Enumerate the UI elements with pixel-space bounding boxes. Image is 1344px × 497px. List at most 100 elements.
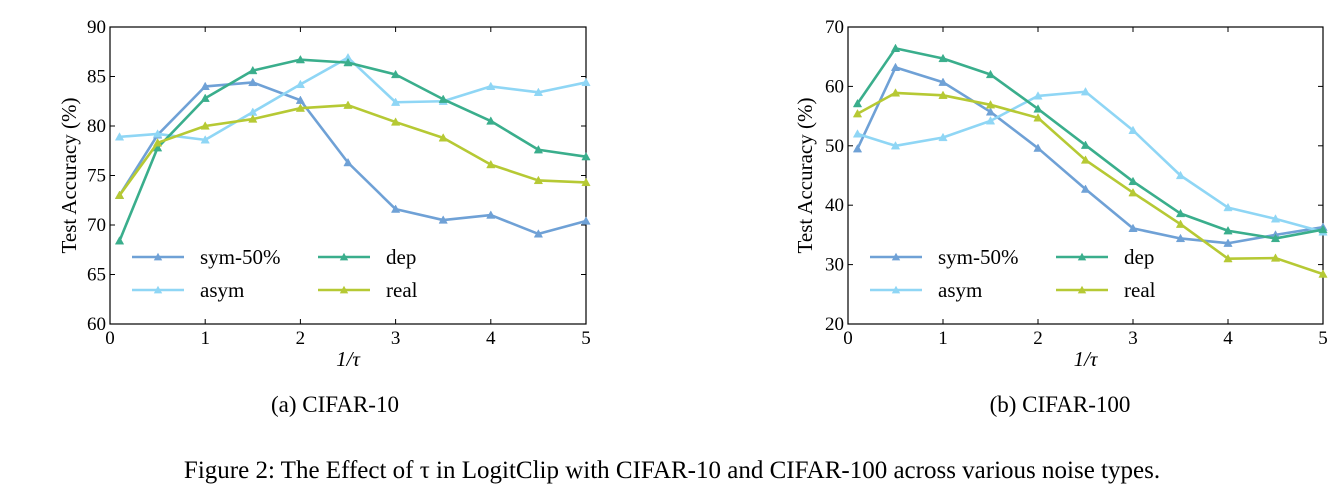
data-point	[343, 57, 353, 67]
data-point	[1080, 155, 1091, 164]
x-tick-label: 3	[1128, 328, 1138, 349]
legend-label: asym	[938, 278, 982, 302]
data-point	[1223, 253, 1233, 263]
data-point	[114, 236, 125, 245]
data-point	[1128, 176, 1138, 186]
data-point	[1270, 233, 1281, 243]
data-point	[343, 100, 353, 109]
data-point	[533, 87, 544, 96]
legend-label: real	[1124, 278, 1156, 302]
data-point	[438, 94, 448, 103]
data-point	[1033, 143, 1043, 152]
y-tick-label: 75	[87, 166, 106, 187]
data-point	[581, 151, 591, 161]
y-tick-label: 30	[825, 255, 844, 276]
legend-item-asym: asym	[132, 278, 244, 302]
legend: sym-50% asym dep real	[132, 245, 418, 302]
x-tick-label: 0	[105, 328, 115, 349]
y-tick-label: 70	[87, 215, 106, 236]
y-axis-label: Test Accuracy (%)	[57, 98, 81, 254]
legend-item-sym-50: sym-50%	[132, 245, 281, 269]
series-line-real	[856, 91, 1324, 276]
series-real	[852, 88, 1328, 278]
data-point	[985, 69, 996, 79]
x-tick-label: 1	[200, 328, 210, 349]
x-tick-label: 2	[1033, 328, 1043, 349]
data-point	[152, 138, 163, 147]
legend-item-sym-50: sym-50%	[870, 245, 1019, 269]
data-point	[938, 132, 948, 142]
x-tick-label: 1	[938, 328, 948, 349]
data-point	[1080, 184, 1091, 193]
series-line-asym	[119, 56, 587, 142]
y-axis-label: Test Accuracy (%)	[793, 98, 817, 254]
legend-label: asym	[200, 278, 244, 302]
data-point	[114, 132, 125, 141]
data-point	[486, 116, 496, 125]
y-tick-label: 60	[825, 76, 844, 97]
y-tick-label: 60	[87, 314, 106, 335]
y-tick-label: 70	[825, 17, 844, 38]
series-dep	[114, 54, 591, 245]
data-point	[248, 77, 258, 87]
data-point	[295, 79, 306, 89]
legend-item-dep: dep	[318, 245, 416, 269]
data-point	[295, 103, 306, 112]
data-point	[1318, 224, 1328, 234]
series-asym	[114, 52, 591, 144]
series-real	[114, 100, 591, 199]
data-point	[852, 144, 863, 153]
data-point	[533, 175, 544, 185]
data-point	[1223, 226, 1233, 235]
y-tick-label: 40	[825, 195, 844, 216]
x-axis-label: 1/τ	[336, 347, 361, 371]
series-sym-50	[114, 77, 591, 238]
data-point	[985, 107, 996, 116]
legend: sym-50% asym dep real	[870, 245, 1156, 302]
data-point	[938, 90, 948, 99]
legend-label: dep	[1124, 245, 1154, 269]
legend-marker	[1077, 285, 1087, 294]
legend-marker	[891, 285, 901, 294]
data-point	[200, 93, 210, 102]
data-point	[200, 135, 210, 144]
data-point	[1033, 113, 1043, 122]
data-point	[390, 117, 401, 126]
data-point	[1128, 188, 1138, 197]
x-tick-label: 5	[1318, 328, 1328, 349]
legend-label: dep	[386, 245, 416, 269]
data-point	[1175, 233, 1186, 243]
data-point	[390, 204, 401, 213]
data-point	[248, 114, 258, 123]
legend-item-asym: asym	[870, 278, 982, 302]
data-point	[343, 157, 353, 167]
data-point	[438, 133, 448, 142]
data-point	[533, 229, 544, 238]
data-point	[852, 98, 863, 108]
data-point	[248, 65, 258, 75]
data-point	[1128, 223, 1138, 232]
series-line-dep	[118, 58, 587, 242]
legend-label: real	[386, 278, 418, 302]
data-point	[938, 77, 948, 86]
data-point	[390, 97, 401, 106]
series-dep	[852, 43, 1328, 243]
subcaption: (a) CIFAR-10	[271, 392, 399, 417]
y-tick-label: 80	[87, 116, 106, 137]
data-point	[1033, 104, 1043, 113]
legend-marker	[339, 285, 349, 294]
y-tick-label: 20	[825, 314, 844, 335]
data-point	[1175, 219, 1186, 228]
y-tick-label: 90	[87, 17, 106, 38]
legend-label: sym-50%	[200, 245, 281, 269]
y-tick-label: 65	[87, 265, 106, 286]
data-point	[486, 210, 496, 219]
data-point	[1128, 125, 1138, 134]
data-point	[1175, 208, 1186, 218]
x-tick-label: 4	[486, 328, 496, 349]
data-point	[890, 43, 901, 52]
plot-frame	[109, 26, 587, 325]
y-tick-label: 85	[87, 67, 106, 88]
data-point	[1080, 87, 1091, 96]
x-tick-label: 2	[296, 328, 306, 349]
